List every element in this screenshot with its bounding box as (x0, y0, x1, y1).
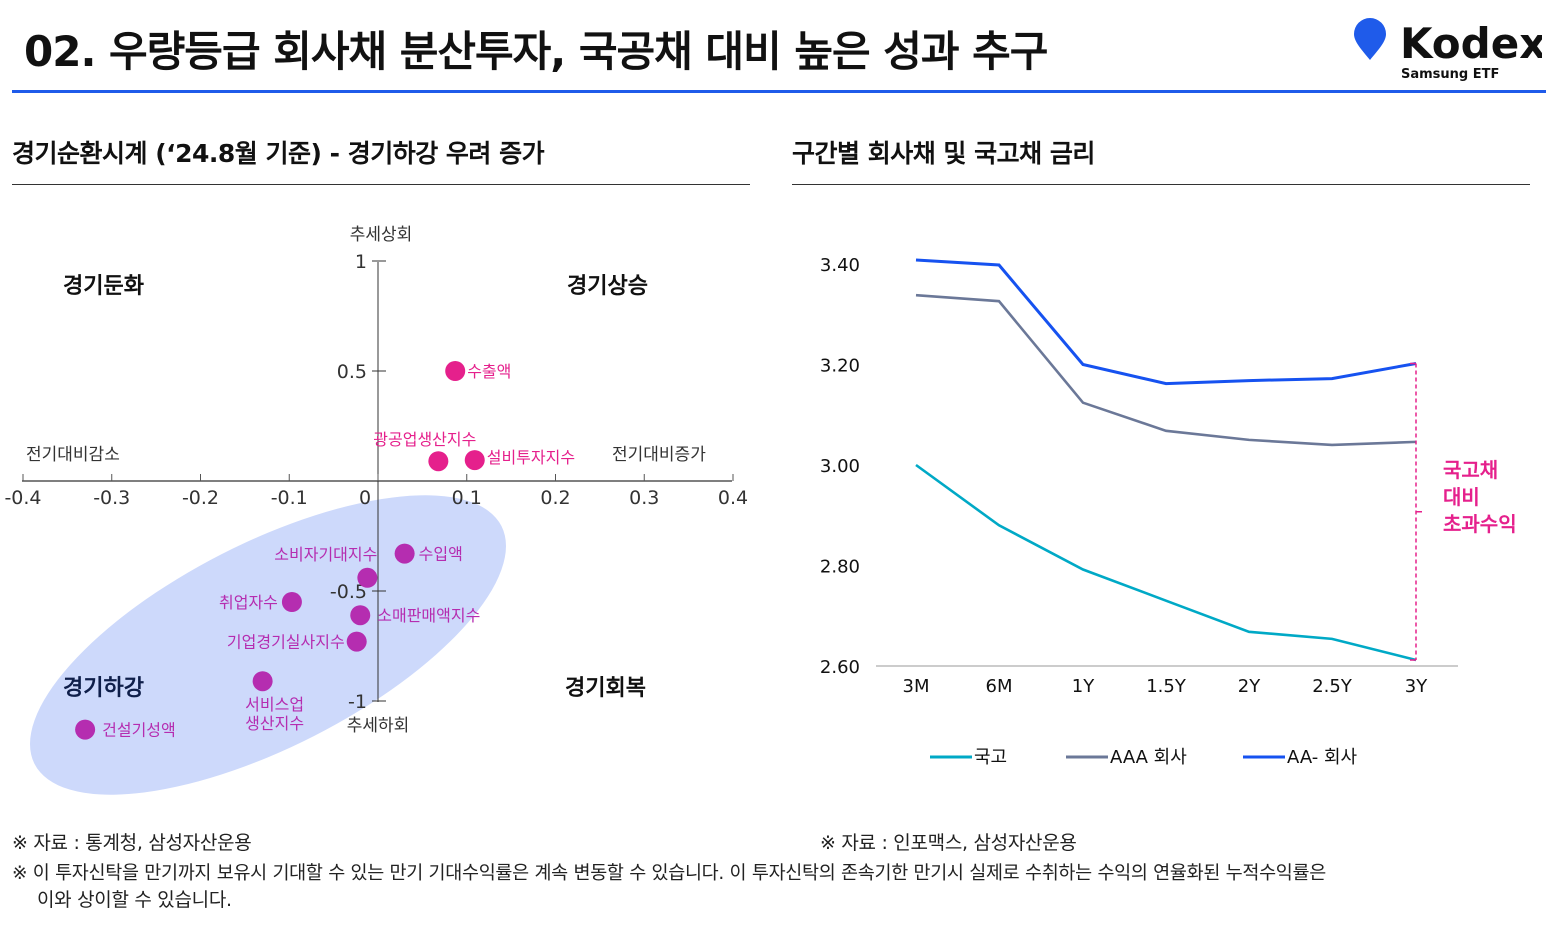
kodex-logo: Kodex Samsung ETF (1352, 18, 1546, 84)
data-point-label: 수입액 (419, 545, 463, 564)
data-point-label: 기업경기실사지수 (227, 633, 345, 652)
data-point (252, 671, 273, 692)
logo-subtext: Samsung ETF (1401, 67, 1499, 82)
series-line (915, 293, 1417, 447)
legend-label: AAA 회사 (1110, 747, 1187, 768)
data-point (350, 605, 371, 626)
annotation-line-3: 초과수익 (1443, 512, 1517, 536)
spread-bracket-ticks (1410, 362, 1422, 661)
x-tick-label: 6M (986, 676, 1013, 697)
data-point-label: 건설기성액 (102, 721, 176, 740)
disclaimer-line-1: ※ 이 투자신탁을 만기까지 보유시 기대할 수 있는 만기 기대수익률은 계속… (12, 863, 1326, 884)
y-tick-label: 3.40 (820, 255, 860, 276)
data-point-label: 취업자수 (219, 593, 278, 612)
x-tick-label: 0 (359, 487, 371, 509)
x-tick-label: -0.2 (182, 487, 219, 509)
y-tick-label: 2.60 (820, 657, 860, 678)
data-point (464, 450, 485, 471)
right-title-divider (792, 184, 1530, 185)
downturn-highlight-ellipse (30, 495, 506, 795)
data-point-label: 소비자기대지수 (274, 545, 377, 564)
page-title: 02. 우량등급 회사채 분산투자, 국공채 대비 높은 성과 추구 (24, 27, 1048, 76)
data-point (357, 567, 378, 588)
data-point-label: 서비스업 (245, 695, 304, 714)
y-tick-label: 3.20 (820, 356, 860, 377)
data-point-label: 수출액 (467, 362, 511, 381)
left-source-note: ※ 자료 : 통계청, 삼성자산운용 (12, 832, 252, 854)
data-point-label: 소매판매액지수 (377, 606, 480, 625)
y-tick-label: -1 (348, 691, 367, 713)
logo-text: Kodex (1400, 19, 1542, 68)
right-chart-title: 구간별 회사채 및 국고채 금리 (792, 139, 1095, 168)
data-point-label: 설비투자지수 (487, 448, 575, 467)
data-point (428, 451, 449, 472)
x-tick-label: -0.1 (271, 487, 308, 509)
data-point (281, 592, 302, 612)
x-tick-label: 1.5Y (1146, 676, 1187, 697)
x-tick-label: 2Y (1238, 676, 1261, 697)
axis-label-bottom: 추세하회 (347, 716, 410, 736)
axis-label-top: 추세상회 (350, 225, 413, 245)
y-tick-label: 1 (355, 251, 367, 273)
x-tick-label: -0.4 (4, 487, 41, 509)
yield-curve-chart: 3.40 3.20 3.00 2.80 2.60 3M 6M 1Y 1.5Y 2Y 2.5Y 3Y 국… (820, 255, 1517, 768)
x-tick-label: 0.2 (540, 487, 570, 509)
left-chart-title: 경기순환시계 (‘24.8월 기준) - 경기하강 우려 증가 (12, 139, 545, 168)
data-point (75, 719, 96, 740)
right-source-note: ※ 자료 : 인포맥스, 삼성자산운용 (820, 832, 1077, 854)
annotation-line-1: 국고채 (1443, 458, 1498, 482)
series-line (915, 258, 1417, 386)
x-tick-label: 0.3 (629, 487, 659, 509)
quadrant-bottom-left: 경기하강 (63, 676, 144, 701)
x-tick-label: 0.1 (452, 487, 482, 509)
x-tick-label: 2.5Y (1312, 676, 1353, 697)
x-tick-label: 1Y (1072, 676, 1095, 697)
y-tick-label: 0.5 (337, 361, 367, 383)
legend-label: AA- 회사 (1287, 747, 1358, 768)
x-tick-label: 3Y (1405, 676, 1428, 697)
annotation-line-2: 대비 (1443, 485, 1480, 509)
y-tick-label: 3.00 (820, 456, 860, 477)
quadrant-bottom-right: 경기회복 (565, 676, 646, 701)
x-tick-label: -0.3 (93, 487, 130, 509)
y-tick-label: -0.5 (330, 581, 367, 603)
x-tick-label: 0.4 (718, 487, 748, 509)
header-divider (12, 90, 1546, 93)
y-tick-label: 2.80 (820, 557, 860, 578)
data-point (445, 361, 466, 381)
axis-label-right: 전기대비증가 (612, 445, 706, 465)
location-pin-icon: Kodex Samsung ETF (1354, 18, 1546, 82)
data-point-label: 광공업생산지수 (373, 430, 476, 449)
quadrant-top-right: 경기상승 (567, 274, 648, 299)
axis-label-left: 전기대비감소 (26, 445, 120, 465)
business-cycle-clock-chart: -0.4 -0.3 -0.2 -0.1 0 0.1 0.2 0.3 0.410.5-0.5-1 … (4, 225, 748, 795)
data-point-label: 생산지수 (245, 714, 304, 733)
series-line (915, 463, 1417, 662)
data-point (394, 543, 415, 564)
left-title-divider (12, 184, 750, 185)
data-point (346, 631, 367, 652)
x-tick-label: 3M (903, 676, 930, 697)
legend-label: 국고 (974, 747, 1007, 768)
disclaimer-line-2: 이와 상이할 수 있습니다. (37, 889, 232, 911)
quadrant-top-left: 경기둔화 (63, 274, 144, 299)
